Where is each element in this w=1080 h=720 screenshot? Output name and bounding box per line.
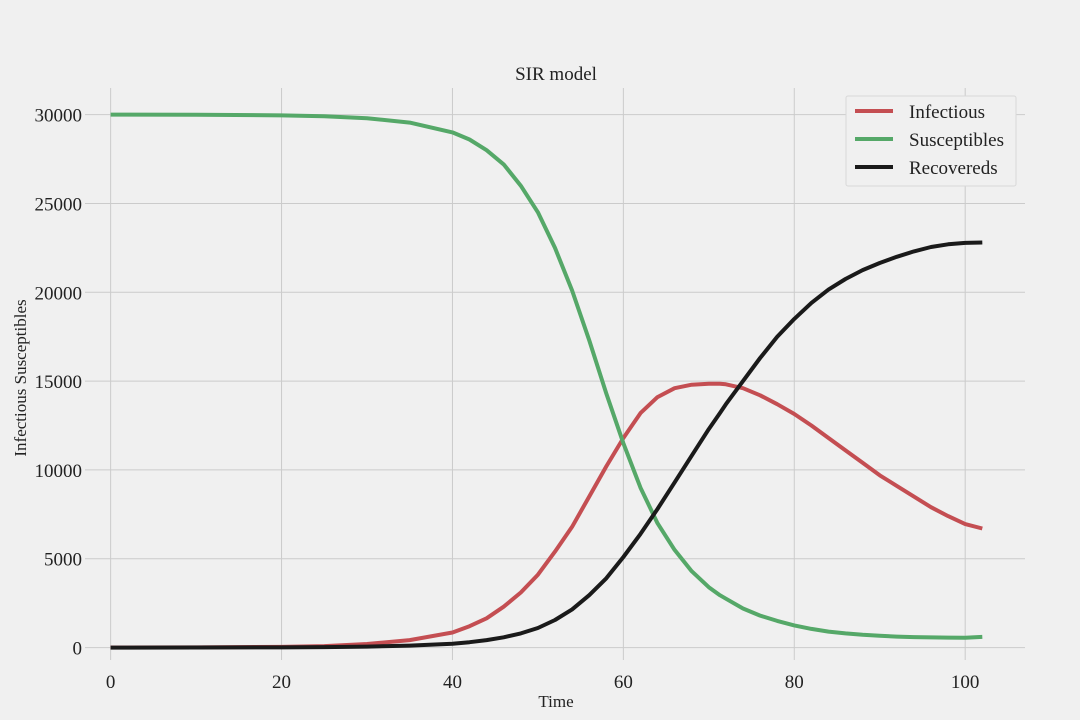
x-axis-label: Time: [538, 692, 573, 711]
chart-title: SIR model: [515, 64, 597, 85]
y-tick-label: 10000: [35, 461, 83, 482]
legend-label-recovereds: Recovereds: [909, 158, 998, 179]
series-line-infectious: [110, 381, 983, 650]
series-line-susceptibles: [110, 112, 983, 640]
x-axis-ticks: 0 20 40 60 80 100: [106, 672, 980, 693]
y-tick-label: 15000: [35, 372, 83, 393]
legend-label-infectious: Infectious: [909, 102, 985, 123]
legend: Infectious Susceptibles Recovereds: [845, 95, 1017, 187]
x-tick-label: 0: [106, 672, 116, 693]
x-tick-label: 100: [951, 672, 980, 693]
x-tick-label: 60: [614, 672, 633, 693]
y-tick-label: 5000: [44, 550, 82, 571]
series-line-recovereds: [110, 240, 983, 650]
x-tick-label: 20: [272, 672, 291, 693]
y-axis-label: Infectious Susceptibles: [11, 299, 30, 456]
y-tick-label: 20000: [35, 283, 83, 304]
x-tick-label: 80: [785, 672, 804, 693]
y-tick-label: 30000: [35, 106, 83, 127]
y-tick-label: 25000: [35, 194, 83, 215]
legend-box: [845, 95, 1017, 187]
x-tick-label: 40: [443, 672, 462, 693]
y-axis-ticks: 0 5000 10000 15000 20000 25000 30000: [35, 106, 83, 660]
series-lines: [110, 112, 983, 650]
legend-label-susceptibles: Susceptibles: [909, 130, 1004, 151]
y-tick-label: 0: [73, 639, 83, 660]
